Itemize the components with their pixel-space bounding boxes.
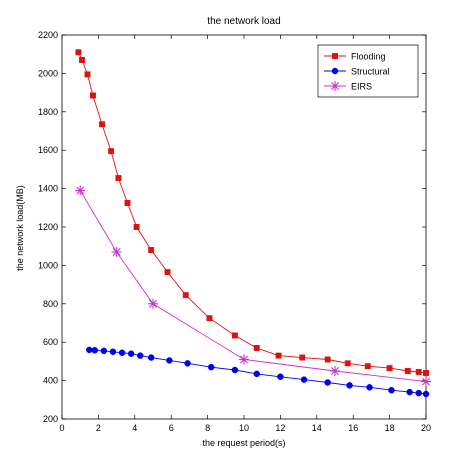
- data-point-flooding: [253, 345, 260, 351]
- data-point-flooding: [89, 92, 96, 99]
- data-point-flooding: [99, 121, 105, 128]
- legend-marker-flooding: [332, 53, 338, 59]
- y-tick-label: 1800: [38, 107, 58, 117]
- data-point-eirs: [148, 298, 158, 309]
- y-tick-label: 200: [43, 414, 58, 424]
- data-point-eirs: [75, 185, 86, 196]
- series-line-eirs: [79, 190, 427, 383]
- star-stroke: [76, 186, 85, 195]
- y-tick-label: 1600: [38, 145, 58, 155]
- x-tick-label: 10: [239, 423, 249, 433]
- data-point-structural: [137, 352, 144, 359]
- data-point-flooding: [299, 354, 306, 361]
- y-tick-label: 2000: [38, 68, 58, 78]
- data-point-structural: [346, 382, 353, 389]
- data-point-structural: [184, 360, 191, 367]
- data-point-flooding: [275, 352, 282, 359]
- data-point-structural: [415, 389, 422, 397]
- data-point-structural: [118, 349, 126, 357]
- y-tick-label: 2200: [38, 30, 58, 40]
- data-point-flooding: [404, 368, 411, 374]
- data-point-flooding: [231, 332, 238, 339]
- data-point-flooding: [423, 369, 429, 376]
- legend-label-eirs: EIRS: [351, 82, 372, 92]
- data-point-structural: [109, 348, 117, 356]
- data-point-structural: [100, 347, 108, 355]
- data-point-structural: [147, 354, 155, 361]
- data-point-eirs: [111, 246, 122, 257]
- legend-label-flooding: Flooding: [351, 52, 386, 62]
- data-point-structural: [277, 373, 284, 381]
- y-tick-label: 1000: [38, 260, 58, 270]
- x-tick-label: 8: [205, 423, 210, 433]
- data-point-structural: [388, 386, 395, 394]
- data-point-flooding: [148, 247, 155, 253]
- x-tick-label: 12: [275, 423, 285, 433]
- data-point-flooding: [182, 292, 189, 299]
- x-tick-label: 18: [385, 423, 395, 433]
- y-tick-label: 400: [43, 376, 58, 386]
- star-stroke: [112, 247, 121, 256]
- y-tick-label: 1200: [38, 222, 58, 232]
- data-point-eirs: [330, 366, 340, 376]
- data-point-flooding: [115, 175, 122, 181]
- data-point-flooding: [206, 315, 213, 322]
- legend-marker-structural: [331, 67, 339, 75]
- data-point-structural: [86, 346, 93, 354]
- star-stroke: [331, 82, 339, 90]
- data-point-flooding: [79, 57, 85, 63]
- y-tick-label: 800: [43, 299, 58, 309]
- legend-marker-eirs: [330, 81, 340, 91]
- data-point-structural: [366, 384, 373, 391]
- data-point-structural: [406, 388, 413, 396]
- data-point-flooding: [164, 269, 171, 276]
- legend-label-structural: Structural: [351, 67, 390, 77]
- data-point-structural: [127, 350, 135, 357]
- x-tick-label: 20: [421, 423, 431, 433]
- x-tick-label: 6: [169, 423, 174, 433]
- data-point-flooding: [133, 224, 140, 230]
- data-point-flooding: [344, 360, 351, 367]
- x-tick-label: 2: [96, 423, 101, 433]
- data-point-eirs: [421, 376, 431, 387]
- data-point-flooding: [75, 49, 82, 56]
- x-tick-label: 16: [348, 423, 358, 433]
- series-line-flooding: [77, 52, 427, 374]
- data-point-eirs: [239, 354, 249, 365]
- y-axis-label: the network load(MB): [15, 185, 25, 271]
- data-point-flooding: [386, 365, 393, 372]
- y-tick-label: 1400: [38, 184, 58, 194]
- legend: Flooding Structural EIRS: [317, 44, 419, 98]
- series-line-structural: [89, 349, 427, 395]
- data-point-flooding: [124, 200, 131, 206]
- chart-title: the network load: [207, 16, 280, 27]
- data-point-structural: [207, 363, 215, 371]
- data-point-structural: [166, 357, 173, 364]
- y-tick-label: 600: [43, 337, 58, 347]
- data-point-structural: [253, 370, 260, 378]
- x-tick-label: 0: [59, 423, 64, 433]
- data-point-structural: [324, 379, 331, 386]
- star-stroke: [422, 377, 430, 386]
- data-point-structural: [300, 376, 308, 383]
- data-point-structural: [422, 390, 430, 398]
- data-point-flooding: [324, 356, 331, 363]
- x-tick-label: 4: [132, 423, 137, 433]
- star-stroke: [240, 355, 248, 364]
- data-point-structural: [91, 347, 99, 354]
- x-axis-label: the request period(s): [202, 438, 285, 448]
- data-point-flooding: [364, 363, 371, 370]
- data-point-flooding: [415, 369, 422, 375]
- star-stroke: [331, 367, 339, 375]
- data-point-flooding: [84, 71, 91, 78]
- star-stroke: [149, 299, 157, 308]
- x-tick-label: 14: [312, 423, 322, 433]
- plot-area: 0 2 4 6 8 10 12 14 16 18 20 200 400 600 800 1000 1200 140…: [38, 30, 431, 433]
- data-point-flooding: [108, 148, 115, 155]
- data-point-structural: [231, 366, 239, 374]
